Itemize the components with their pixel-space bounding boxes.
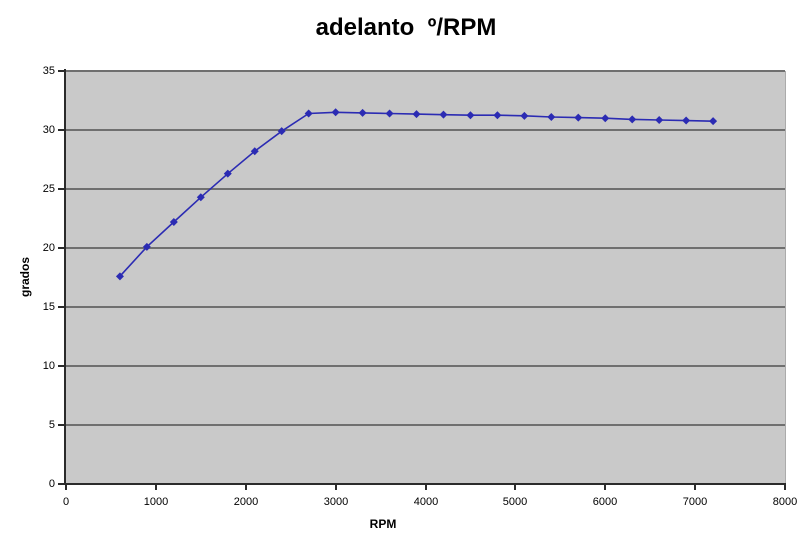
diamond-marker [304,109,313,118]
diamond-marker [223,169,232,178]
x-tick-label: 5000 [502,496,528,508]
x-tick-mark [694,485,696,490]
diamond-marker [277,127,286,136]
x-tick-label: 1000 [143,496,169,508]
y-tick-label: 25 [42,183,55,195]
diamond-marker [547,113,556,122]
diamond-marker [439,110,448,119]
diamond-marker [682,116,691,125]
diamond-marker [169,218,178,227]
diamond-marker [628,115,637,124]
x-tick-mark [604,485,606,490]
x-tick-mark [514,485,516,490]
x-tick-mark [784,485,786,490]
x-tick-mark [245,485,247,490]
diamond-marker [385,109,394,118]
x-axis-title: RPM [369,517,397,531]
gridline-y-10 [66,365,785,367]
y-tick-label: 5 [48,419,55,431]
y-tick-label: 10 [42,360,55,372]
diamond-marker [709,117,718,126]
x-axis-line [62,483,786,485]
gridline-y-30 [66,129,785,131]
diamond-marker [250,147,259,156]
x-tick-mark [155,485,157,490]
diamond-marker [196,193,205,202]
diamond-marker [574,113,583,122]
gridline-y-5 [66,424,785,426]
x-tick-label: 4000 [413,496,439,508]
y-tick-label: 35 [42,65,55,77]
diamond-marker [142,242,151,251]
x-tick-label: 6000 [592,496,618,508]
y-tick-label: 20 [42,242,55,254]
x-tick-mark [335,485,337,490]
diamond-marker [115,272,124,281]
y-tick-label: 30 [42,124,55,136]
diamond-marker [520,111,529,120]
gridline-y-15 [66,306,785,308]
y-tick-label: 0 [48,478,55,490]
y-tick-mark [58,70,65,72]
series-line-0 [119,111,714,277]
y-tick-mark [58,483,65,485]
diamond-marker [412,110,421,119]
diamond-marker [493,111,502,120]
diamond-marker [601,114,610,123]
x-tick-label: 2000 [233,496,259,508]
y-tick-label: 15 [42,301,55,313]
diamond-marker [655,115,664,124]
chart-title: adelanto º/RPM [315,14,497,41]
y-tick-mark [58,306,65,308]
y-tick-mark [58,365,65,367]
x-tick-label: 8000 [772,496,798,508]
diamond-marker [358,108,367,117]
y-tick-mark [58,129,65,131]
y-tick-mark [58,188,65,190]
diamond-marker [466,111,475,120]
gridline-y-20 [66,247,785,249]
x-tick-label: 0 [62,496,70,508]
diamond-marker [331,108,340,117]
gridline-y-25 [66,188,785,190]
x-tick-label: 7000 [682,496,708,508]
y-axis-line [64,69,66,485]
x-tick-mark [425,485,427,490]
x-tick-mark [65,485,67,490]
y-tick-mark [58,424,65,426]
gridline-y-35 [66,70,785,72]
plot-area [66,70,786,484]
x-tick-label: 3000 [323,496,349,508]
data-series [115,108,718,281]
y-tick-mark [58,247,65,249]
